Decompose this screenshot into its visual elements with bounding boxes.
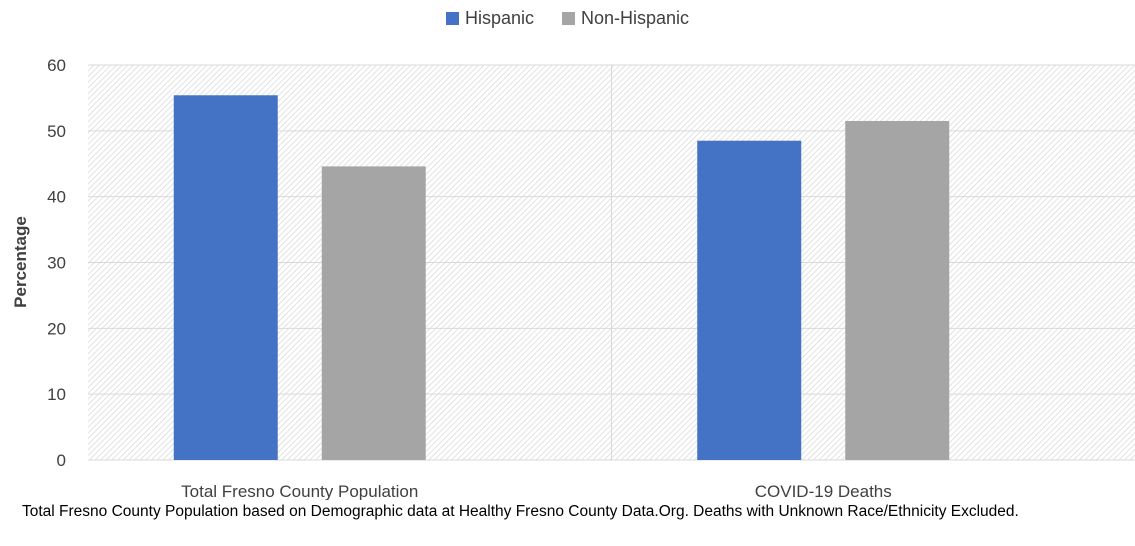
y-tick-label: 20 — [47, 319, 66, 338]
legend-label-hispanic: Hispanic — [464, 8, 534, 28]
y-tick-label: 40 — [47, 188, 66, 207]
legend-swatch-hispanic — [445, 12, 459, 25]
y-axis-ticks: 0 10 20 30 40 50 60 — [47, 56, 66, 470]
bar-non-hispanic-0 — [321, 166, 426, 460]
bar-non-hispanic-1 — [845, 120, 950, 460]
bar-hispanic-0 — [173, 95, 278, 461]
x-tick-label: COVID-19 Deaths — [755, 482, 892, 500]
y-tick-label: 0 — [57, 451, 66, 470]
y-axis-label: Percentage — [11, 216, 30, 308]
bar-chart: 0 10 20 30 40 50 60 Total Fresno County Popula… — [11, 56, 1135, 500]
chart-footnote: Total Fresno County Population based on … — [22, 503, 1019, 520]
legend-label-non-hispanic: Non-Hispanic — [580, 8, 690, 28]
y-tick-label: 60 — [47, 56, 66, 75]
y-tick-label: 30 — [47, 254, 66, 273]
y-tick-label: 50 — [47, 122, 66, 141]
y-tick-label: 10 — [47, 385, 66, 404]
bar-hispanic-1 — [697, 140, 802, 461]
chart-legend: Hispanic Non-Hispanic — [0, 8, 1135, 29]
legend-swatch-non-hispanic — [561, 12, 575, 25]
legend-item-non-hispanic: Non-Hispanic — [561, 8, 690, 29]
x-tick-label: Total Fresno County Population — [181, 482, 418, 500]
legend-item-hispanic: Hispanic — [445, 8, 534, 29]
bars — [173, 95, 950, 461]
x-axis-ticks: Total Fresno County Population COVID-19 D… — [181, 482, 892, 500]
